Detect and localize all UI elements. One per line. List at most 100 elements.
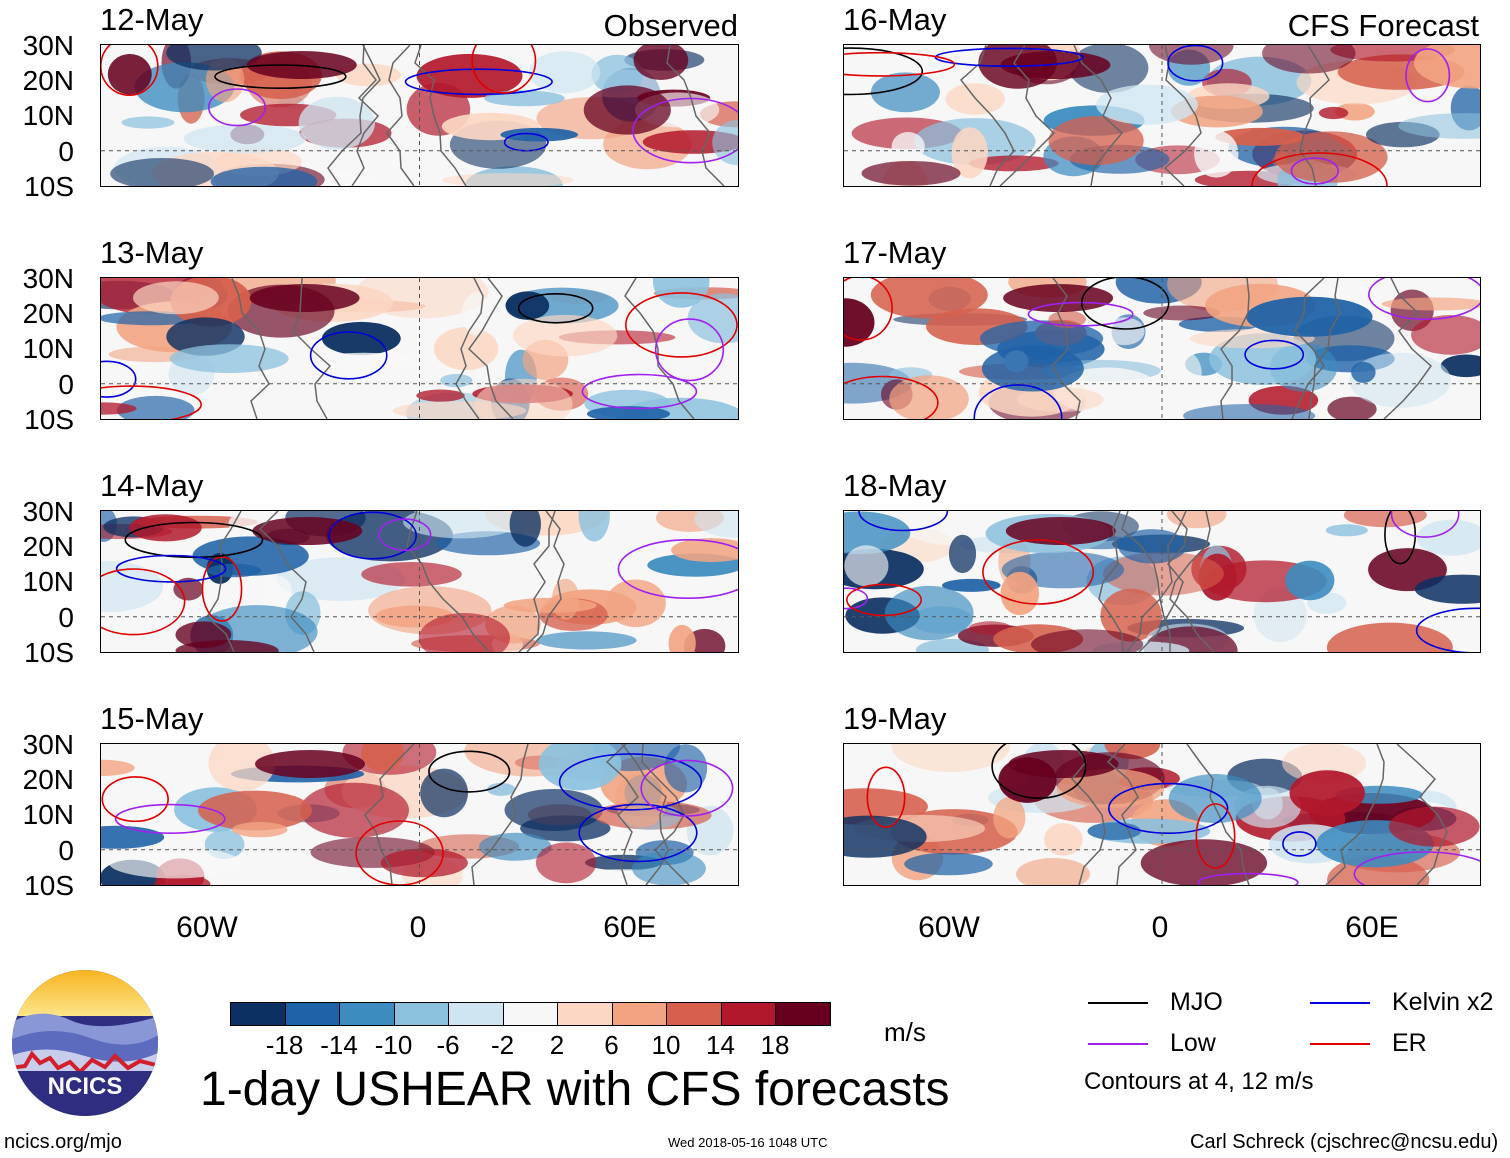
shear-anomaly-blob: [1411, 315, 1480, 355]
contour-line: [625, 292, 738, 358]
shear-field: [101, 511, 738, 652]
panel-date-label: 19-May: [843, 701, 947, 736]
shear-anomaly-blob: [255, 750, 365, 778]
contour-line: [866, 766, 906, 828]
contour-line: [844, 47, 924, 96]
contour-line: [844, 375, 939, 419]
contour-line: [844, 278, 893, 341]
coastline: [518, 511, 556, 652]
coastline: [621, 744, 669, 885]
panel-date-label: 13-May: [100, 235, 204, 270]
colorbar-swatch: [502, 1002, 558, 1026]
contour-line: [844, 587, 869, 610]
shear-anomaly-blob: [1285, 560, 1335, 601]
coastline: [1291, 278, 1325, 419]
lat-tick: 10S: [24, 404, 74, 435]
footer-url[interactable]: ncics.org/mjo: [4, 1131, 122, 1153]
contour-line: [982, 539, 1095, 605]
contour-line: [617, 539, 738, 599]
shear-field: [844, 45, 1480, 186]
shear-anomaly-blob: [361, 562, 462, 587]
shear-anomaly-blob: [1194, 130, 1239, 178]
footer-timestamp: Wed 2018-05-16 1048 UTC: [668, 1135, 828, 1150]
lat-tick: 0: [58, 369, 74, 400]
coastline: [1220, 278, 1250, 419]
colorbar-tick-label: -14: [320, 1030, 358, 1060]
panel-date-label: 16-May: [843, 2, 947, 37]
lon-tick: 60W: [918, 911, 980, 944]
coastline: [258, 511, 315, 652]
colorbar-swatch: [393, 1002, 449, 1026]
coastline: [351, 45, 380, 186]
shear-anomaly-blob: [1351, 361, 1376, 383]
contour-line: [1080, 278, 1170, 330]
coastline: [414, 45, 467, 186]
shear-anomaly-blob: [232, 821, 288, 838]
contour-line: [654, 318, 725, 382]
mjo-legend-label: MJO: [1170, 988, 1223, 1016]
contour-line: [214, 64, 347, 90]
lat-tick: 20N: [22, 298, 74, 329]
shear-anomaly-blob: [1167, 351, 1202, 396]
contour-line: [101, 776, 169, 823]
shear-field: [101, 744, 738, 885]
coastline: [206, 511, 242, 652]
shear-anomaly-blob: [486, 782, 516, 796]
shear-anomaly-blob: [1166, 511, 1227, 529]
shear-anomaly-blob: [101, 561, 164, 613]
contour-line: [1290, 157, 1339, 185]
contour-line: [101, 360, 137, 398]
shear-anomaly-blob: [1087, 822, 1141, 840]
shear-anomaly-blob: [870, 278, 988, 319]
panel-date-label: 18-May: [843, 468, 947, 503]
colorbar-swatch: [284, 1002, 340, 1026]
footer-author: Carl Schreck (cjschrec@ncsu.edu): [1190, 1131, 1499, 1153]
map-panel: [100, 277, 739, 420]
shear-anomaly-blob: [505, 291, 550, 320]
colorbar-swatch: [775, 1002, 831, 1026]
coastline: [1159, 511, 1187, 652]
contour-line: [1195, 803, 1236, 869]
contour-line: [355, 820, 444, 885]
shear-anomaly-blob: [844, 298, 875, 347]
shear-anomaly-blob: [1017, 387, 1104, 412]
lat-tick: 20N: [22, 531, 74, 562]
shear-anomaly-blob: [1016, 858, 1091, 885]
shear-anomaly-blob: [1048, 116, 1144, 166]
er-legend-swatch: [1310, 1043, 1370, 1045]
shear-anomaly-blob: [671, 538, 738, 563]
shear-anomaly-blob: [298, 96, 375, 150]
ncics-logo: NCICS: [10, 968, 160, 1118]
shear-anomaly-blob: [951, 127, 988, 179]
shear-anomaly-blob: [1414, 574, 1480, 604]
shear-anomaly-blob: [110, 158, 214, 186]
coastline: [1396, 744, 1448, 885]
shear-anomaly-blob: [101, 759, 135, 776]
contour-line: [101, 385, 202, 419]
er-legend-label: ER: [1392, 1029, 1427, 1057]
colorbar-tick-label: 14: [706, 1030, 735, 1060]
shear-field: [844, 278, 1480, 419]
lat-tick: 10N: [22, 799, 74, 830]
shear-anomaly-blob: [1003, 284, 1114, 312]
observed-label: Observed: [603, 8, 738, 43]
logo-text: NCICS: [48, 1073, 123, 1100]
shear-anomaly-blob: [1000, 571, 1040, 616]
shear-field: [844, 744, 1480, 885]
shear-anomaly-blob: [1326, 622, 1453, 652]
contour-line: [640, 759, 734, 817]
contour-line: [858, 511, 949, 532]
shear-anomaly-blob: [1327, 396, 1377, 419]
colorbar-units: m/s: [884, 1017, 926, 1047]
shear-anomaly-blob: [583, 85, 671, 135]
shear-anomaly-blob: [1044, 823, 1083, 856]
shear-anomaly-blob: [183, 124, 307, 154]
coastline: [1121, 511, 1161, 652]
panel-date-label: 14-May: [100, 468, 204, 503]
shear-anomaly-blob: [416, 389, 465, 402]
colorbar-swatch: [611, 1002, 667, 1026]
colorbar-swatch: [339, 1002, 395, 1026]
contour-line: [309, 331, 388, 380]
colorbar-tick-label: -18: [265, 1030, 304, 1060]
shear-anomaly-blob: [166, 45, 262, 71]
